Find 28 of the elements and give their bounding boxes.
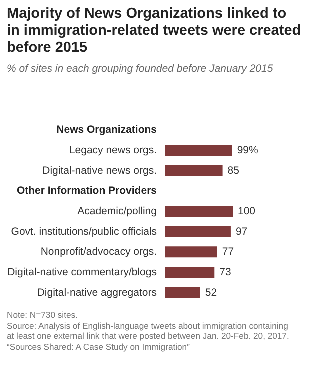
bar: [165, 226, 231, 238]
y-tick-label: Digital-native aggregators: [37, 286, 157, 299]
y-tick-label: Digital-native news orgs.: [42, 164, 157, 177]
data-label: 73: [220, 266, 232, 278]
y-tick-label: Other Information Providers: [16, 185, 158, 198]
bar: [165, 287, 200, 298]
bar: [165, 165, 223, 176]
y-tick-label: News Organizations: [56, 124, 158, 136]
bar: [165, 267, 215, 278]
y-tick-label: Legacy news orgs.: [69, 144, 157, 156]
data-label: 100: [238, 206, 256, 218]
y-tick-label: Nonprofit/advocacy orgs.: [40, 246, 157, 258]
bar: [165, 145, 232, 156]
data-label: 97: [236, 226, 248, 238]
y-tick-label: Govt. institutions/public officials: [11, 226, 157, 238]
data-label: 85: [228, 164, 240, 177]
data-label: 99%: [237, 144, 258, 156]
bar: [165, 246, 218, 258]
chart-title: Majority of News Organizations linked to in immigration-related tweets were created before 2015: [7, 6, 302, 57]
text: “Sources Shared: A Case Study on Immigration”: [7, 342, 191, 352]
data-label: 77: [222, 246, 234, 258]
source-note: Source: Analysis of English-language tweets about immigration containing at least one external link that were posted between Jan. 20-Feb. 20, 2017.: [7, 320, 290, 342]
chart-subtitle: % of sites in each grouping founded before January 2015: [7, 63, 274, 75]
text: Note: N=730 sites.: [7, 310, 79, 321]
y-tick-label: Academic/polling: [78, 206, 158, 218]
bar: [165, 206, 233, 217]
y-tick-label: Digital-native commentary/blogs: [8, 266, 157, 278]
data-label: 52: [205, 286, 218, 299]
